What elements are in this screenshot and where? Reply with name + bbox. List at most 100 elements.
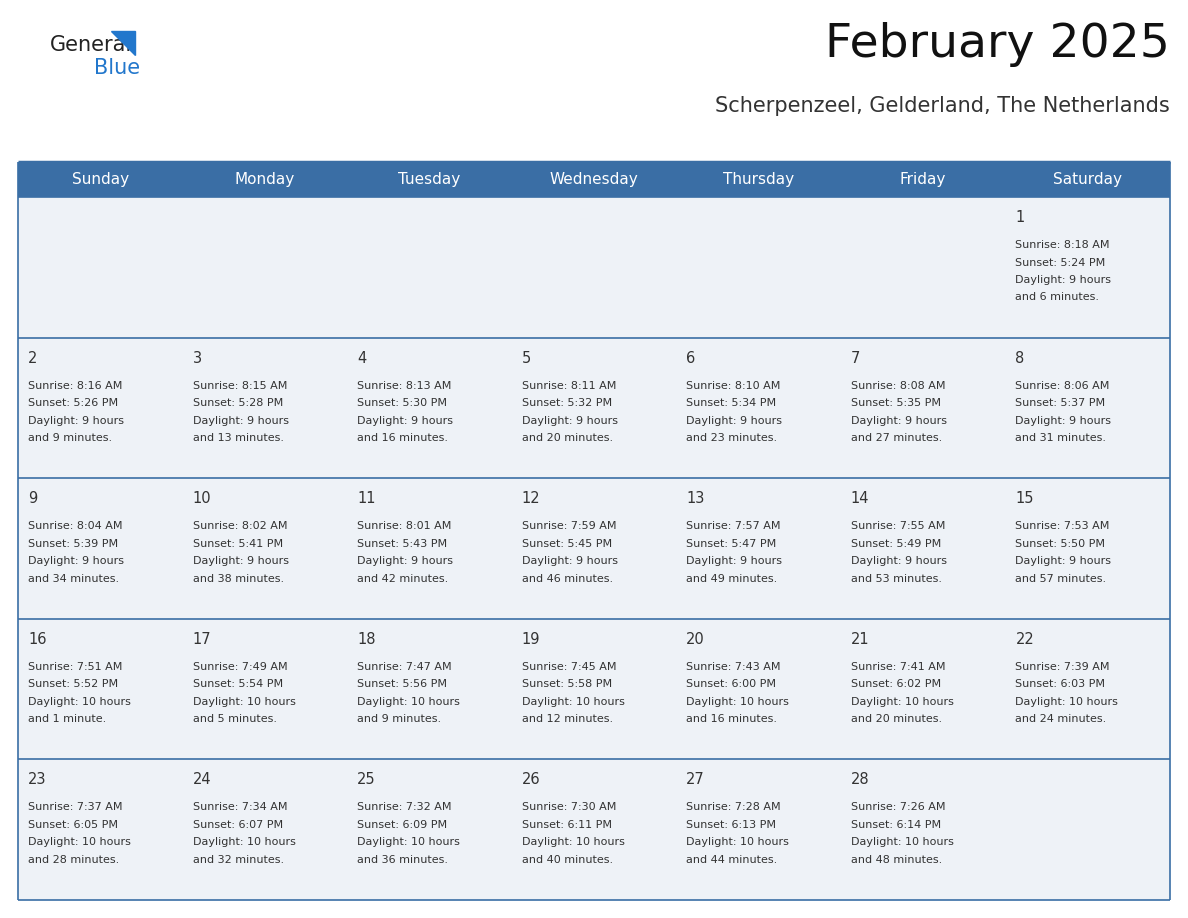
Text: General: General	[50, 35, 132, 55]
Text: Daylight: 10 hours: Daylight: 10 hours	[29, 837, 131, 847]
Text: Sunrise: 7:26 AM: Sunrise: 7:26 AM	[851, 802, 946, 812]
Bar	[18, 197, 1170, 338]
Text: 17: 17	[192, 632, 211, 647]
Text: and 49 minutes.: and 49 minutes.	[687, 574, 777, 584]
Text: Daylight: 10 hours: Daylight: 10 hours	[358, 837, 460, 847]
Text: and 31 minutes.: and 31 minutes.	[1016, 433, 1106, 443]
Text: Sunrise: 7:28 AM: Sunrise: 7:28 AM	[687, 802, 781, 812]
Text: 6: 6	[687, 351, 695, 365]
Text: Daylight: 10 hours: Daylight: 10 hours	[192, 697, 296, 707]
Text: and 44 minutes.: and 44 minutes.	[687, 855, 777, 865]
Text: Sunset: 5:34 PM: Sunset: 5:34 PM	[687, 398, 777, 409]
Text: Sunset: 6:11 PM: Sunset: 6:11 PM	[522, 820, 612, 830]
Text: Tuesday: Tuesday	[398, 172, 461, 187]
Text: Sunset: 5:37 PM: Sunset: 5:37 PM	[1016, 398, 1106, 409]
Bar	[18, 338, 1170, 478]
Text: 7: 7	[851, 351, 860, 365]
Text: Daylight: 9 hours: Daylight: 9 hours	[29, 416, 124, 426]
Text: and 16 minutes.: and 16 minutes.	[687, 714, 777, 724]
Bar	[18, 478, 1170, 619]
Text: Sunrise: 8:11 AM: Sunrise: 8:11 AM	[522, 381, 617, 390]
Text: and 20 minutes.: and 20 minutes.	[851, 714, 942, 724]
Text: and 42 minutes.: and 42 minutes.	[358, 574, 448, 584]
Text: Sunrise: 7:57 AM: Sunrise: 7:57 AM	[687, 521, 781, 532]
Text: Sunset: 5:56 PM: Sunset: 5:56 PM	[358, 679, 447, 689]
Text: Sunday: Sunday	[71, 172, 128, 187]
Text: Sunset: 6:02 PM: Sunset: 6:02 PM	[851, 679, 941, 689]
Text: 16: 16	[29, 632, 46, 647]
Text: 12: 12	[522, 491, 541, 506]
Text: and 6 minutes.: and 6 minutes.	[1016, 293, 1099, 303]
Text: Wednesday: Wednesday	[550, 172, 638, 187]
Text: and 28 minutes.: and 28 minutes.	[29, 855, 119, 865]
Text: Sunset: 5:30 PM: Sunset: 5:30 PM	[358, 398, 447, 409]
Text: Sunrise: 8:10 AM: Sunrise: 8:10 AM	[687, 381, 781, 390]
Text: Saturday: Saturday	[1054, 172, 1123, 187]
Text: Sunset: 6:09 PM: Sunset: 6:09 PM	[358, 820, 447, 830]
Text: 14: 14	[851, 491, 870, 506]
Text: Sunrise: 7:47 AM: Sunrise: 7:47 AM	[358, 662, 451, 672]
Text: Daylight: 9 hours: Daylight: 9 hours	[687, 556, 782, 566]
Text: Daylight: 10 hours: Daylight: 10 hours	[358, 697, 460, 707]
Text: Sunset: 5:24 PM: Sunset: 5:24 PM	[1016, 258, 1106, 267]
Text: Sunrise: 8:04 AM: Sunrise: 8:04 AM	[29, 521, 122, 532]
Text: Scherpenzeel, Gelderland, The Netherlands: Scherpenzeel, Gelderland, The Netherland…	[715, 96, 1170, 116]
Bar	[18, 162, 1170, 197]
Text: Sunset: 5:39 PM: Sunset: 5:39 PM	[29, 539, 118, 549]
Text: Daylight: 9 hours: Daylight: 9 hours	[1016, 416, 1112, 426]
Text: 21: 21	[851, 632, 870, 647]
Text: Daylight: 9 hours: Daylight: 9 hours	[851, 416, 947, 426]
Text: and 57 minutes.: and 57 minutes.	[1016, 574, 1106, 584]
Text: Daylight: 10 hours: Daylight: 10 hours	[851, 837, 954, 847]
Text: Sunrise: 7:53 AM: Sunrise: 7:53 AM	[1016, 521, 1110, 532]
Text: Sunset: 5:28 PM: Sunset: 5:28 PM	[192, 398, 283, 409]
Text: Sunrise: 7:49 AM: Sunrise: 7:49 AM	[192, 662, 287, 672]
Text: 22: 22	[1016, 632, 1035, 647]
Text: 3: 3	[192, 351, 202, 365]
Text: 5: 5	[522, 351, 531, 365]
Text: 25: 25	[358, 772, 375, 788]
Text: Daylight: 10 hours: Daylight: 10 hours	[687, 697, 789, 707]
Text: Daylight: 9 hours: Daylight: 9 hours	[522, 556, 618, 566]
Text: Sunset: 6:07 PM: Sunset: 6:07 PM	[192, 820, 283, 830]
Text: and 9 minutes.: and 9 minutes.	[358, 714, 441, 724]
Text: 9: 9	[29, 491, 37, 506]
Text: and 13 minutes.: and 13 minutes.	[192, 433, 284, 443]
Text: Sunrise: 8:16 AM: Sunrise: 8:16 AM	[29, 381, 122, 390]
Text: Sunrise: 7:34 AM: Sunrise: 7:34 AM	[192, 802, 287, 812]
Text: Daylight: 9 hours: Daylight: 9 hours	[358, 416, 453, 426]
Text: Sunrise: 8:13 AM: Sunrise: 8:13 AM	[358, 381, 451, 390]
Text: Sunrise: 7:41 AM: Sunrise: 7:41 AM	[851, 662, 946, 672]
Text: 13: 13	[687, 491, 704, 506]
Text: and 9 minutes.: and 9 minutes.	[29, 433, 112, 443]
Text: 1: 1	[1016, 210, 1025, 225]
Text: Sunset: 5:50 PM: Sunset: 5:50 PM	[1016, 539, 1105, 549]
Text: and 48 minutes.: and 48 minutes.	[851, 855, 942, 865]
Text: Sunrise: 8:15 AM: Sunrise: 8:15 AM	[192, 381, 287, 390]
Text: Daylight: 9 hours: Daylight: 9 hours	[522, 416, 618, 426]
Text: and 34 minutes.: and 34 minutes.	[29, 574, 119, 584]
Text: Daylight: 10 hours: Daylight: 10 hours	[687, 837, 789, 847]
Text: 4: 4	[358, 351, 366, 365]
Text: Daylight: 9 hours: Daylight: 9 hours	[851, 556, 947, 566]
Text: 27: 27	[687, 772, 704, 788]
Text: 11: 11	[358, 491, 375, 506]
Text: Sunrise: 7:37 AM: Sunrise: 7:37 AM	[29, 802, 122, 812]
Text: Daylight: 10 hours: Daylight: 10 hours	[851, 697, 954, 707]
Text: Blue: Blue	[94, 58, 140, 78]
Text: Sunrise: 7:32 AM: Sunrise: 7:32 AM	[358, 802, 451, 812]
Text: Sunset: 5:45 PM: Sunset: 5:45 PM	[522, 539, 612, 549]
Text: Sunset: 5:32 PM: Sunset: 5:32 PM	[522, 398, 612, 409]
Polygon shape	[112, 31, 135, 55]
Text: Daylight: 10 hours: Daylight: 10 hours	[192, 837, 296, 847]
Text: Monday: Monday	[235, 172, 295, 187]
Text: and 16 minutes.: and 16 minutes.	[358, 433, 448, 443]
Text: 19: 19	[522, 632, 541, 647]
Text: 26: 26	[522, 772, 541, 788]
Text: Sunset: 5:41 PM: Sunset: 5:41 PM	[192, 539, 283, 549]
Text: and 1 minute.: and 1 minute.	[29, 714, 106, 724]
Text: Daylight: 10 hours: Daylight: 10 hours	[29, 697, 131, 707]
Text: Sunrise: 8:18 AM: Sunrise: 8:18 AM	[1016, 240, 1110, 250]
Text: Sunset: 6:05 PM: Sunset: 6:05 PM	[29, 820, 118, 830]
Text: Daylight: 9 hours: Daylight: 9 hours	[358, 556, 453, 566]
